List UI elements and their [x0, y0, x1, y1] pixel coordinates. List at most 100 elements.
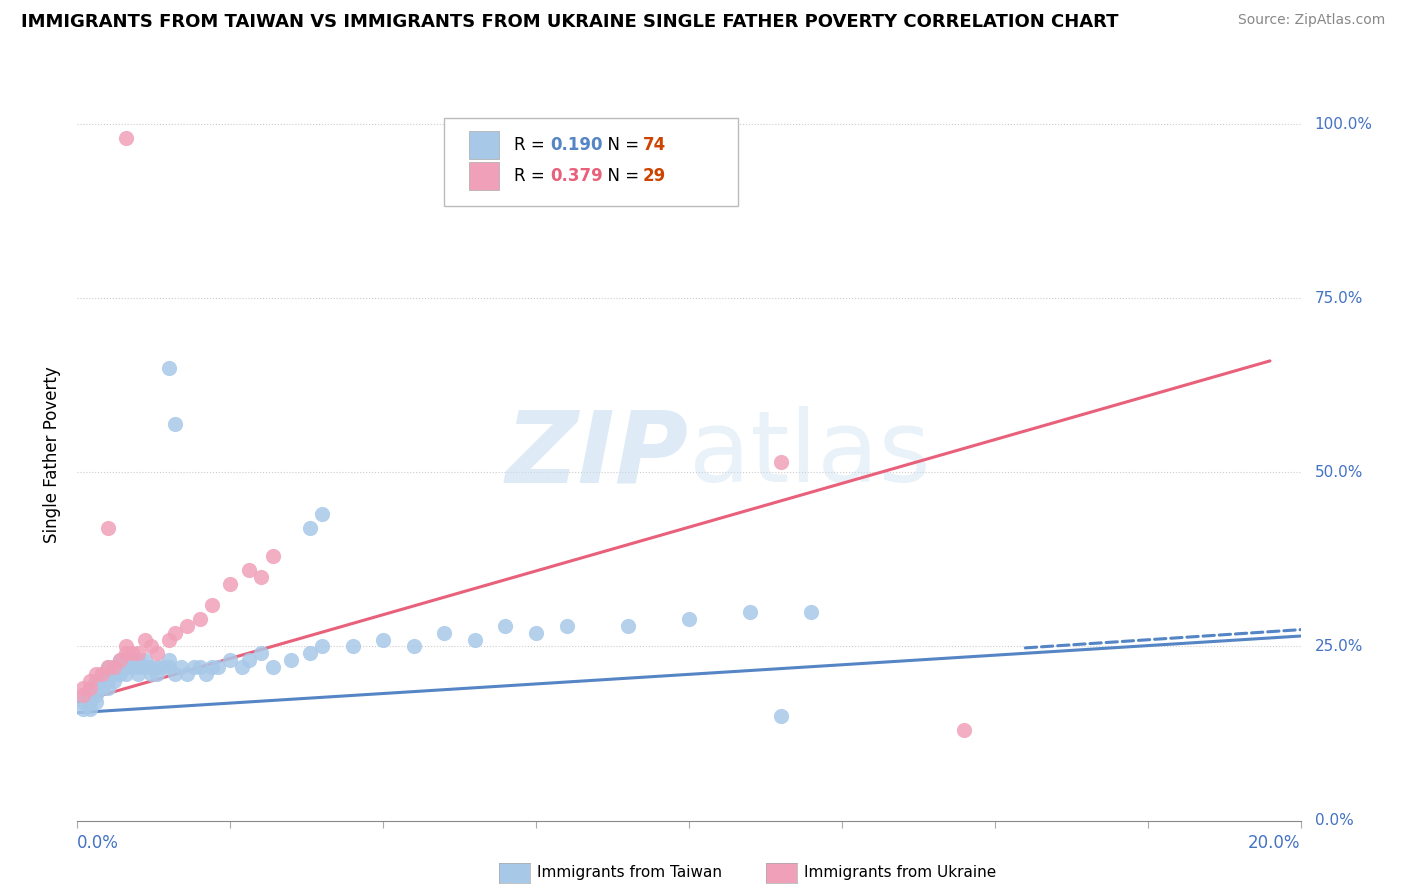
Point — [127, 647, 149, 661]
Point — [115, 131, 138, 145]
Point — [555, 618, 578, 632]
Point — [79, 681, 101, 696]
Point — [79, 695, 101, 709]
Text: Source: ZipAtlas.com: Source: ZipAtlas.com — [1237, 13, 1385, 28]
Text: N =: N = — [598, 136, 644, 153]
Point — [219, 576, 242, 591]
Text: 20.0%: 20.0% — [1249, 834, 1301, 852]
Point — [121, 647, 143, 661]
Point — [495, 618, 517, 632]
Point — [108, 660, 131, 674]
Point — [97, 521, 120, 535]
Point — [769, 455, 792, 469]
Point — [121, 653, 143, 667]
Point — [188, 660, 211, 674]
Point — [97, 660, 120, 674]
Point — [139, 640, 162, 654]
Point — [97, 681, 120, 696]
Point — [79, 688, 101, 702]
Point — [90, 674, 112, 689]
Text: 50.0%: 50.0% — [1315, 465, 1362, 480]
Point — [115, 667, 138, 681]
Point — [157, 653, 180, 667]
Point — [176, 618, 198, 632]
Point — [97, 667, 120, 681]
Point — [146, 667, 169, 681]
Point — [238, 653, 260, 667]
Point — [84, 695, 107, 709]
Point — [115, 640, 138, 654]
Point — [84, 688, 107, 702]
Point — [250, 647, 273, 661]
Text: 100.0%: 100.0% — [1315, 117, 1372, 131]
Point — [103, 667, 125, 681]
Point — [134, 653, 156, 667]
Point — [678, 612, 700, 626]
Point — [72, 688, 94, 702]
Point — [97, 674, 120, 689]
Point — [152, 660, 174, 674]
Point — [79, 702, 101, 716]
Point — [139, 667, 162, 681]
Bar — [468, 162, 499, 190]
Text: 25.0%: 25.0% — [1315, 639, 1362, 654]
Point — [146, 660, 169, 674]
Point — [433, 625, 456, 640]
Bar — [468, 131, 499, 159]
Point — [146, 647, 169, 661]
Point — [800, 605, 823, 619]
Point — [84, 681, 107, 696]
Point — [238, 563, 260, 577]
Point — [90, 667, 112, 681]
Point — [157, 360, 180, 375]
Point — [157, 660, 180, 674]
Point — [72, 688, 94, 702]
Point — [108, 653, 131, 667]
Point — [219, 653, 242, 667]
Point — [103, 660, 125, 674]
Point — [165, 417, 187, 431]
Point — [90, 681, 112, 696]
Point — [127, 653, 149, 667]
Point — [231, 660, 253, 674]
Point — [103, 674, 125, 689]
Text: atlas: atlas — [689, 407, 931, 503]
Point — [97, 660, 120, 674]
FancyBboxPatch shape — [444, 119, 738, 206]
Point — [134, 632, 156, 647]
Point — [103, 660, 125, 674]
Point — [108, 653, 131, 667]
Point — [127, 660, 149, 674]
Point — [188, 612, 211, 626]
Text: N =: N = — [598, 167, 644, 186]
Point — [84, 667, 107, 681]
Point — [524, 625, 547, 640]
Text: 0.0%: 0.0% — [77, 834, 120, 852]
Point — [84, 674, 107, 689]
Point — [201, 598, 224, 612]
Y-axis label: Single Father Poverty: Single Father Poverty — [44, 367, 62, 543]
Point — [298, 521, 321, 535]
Point — [769, 709, 792, 723]
Point — [342, 640, 364, 654]
Point — [157, 632, 180, 647]
Text: 75.0%: 75.0% — [1315, 291, 1362, 306]
Text: Immigrants from Ukraine: Immigrants from Ukraine — [804, 865, 997, 880]
Point — [170, 660, 193, 674]
Point — [176, 667, 198, 681]
Point — [127, 667, 149, 681]
Point — [201, 660, 224, 674]
Point — [165, 625, 187, 640]
Text: 0.190: 0.190 — [551, 136, 603, 153]
Point — [250, 570, 273, 584]
Point — [79, 674, 101, 689]
Point — [115, 647, 138, 661]
Text: IMMIGRANTS FROM TAIWAN VS IMMIGRANTS FROM UKRAINE SINGLE FATHER POVERTY CORRELAT: IMMIGRANTS FROM TAIWAN VS IMMIGRANTS FRO… — [21, 13, 1119, 31]
Text: ZIP: ZIP — [506, 407, 689, 503]
Point — [90, 667, 112, 681]
Point — [953, 723, 976, 737]
Point — [194, 667, 217, 681]
Point — [280, 653, 302, 667]
Point — [72, 681, 94, 696]
Point — [134, 660, 156, 674]
